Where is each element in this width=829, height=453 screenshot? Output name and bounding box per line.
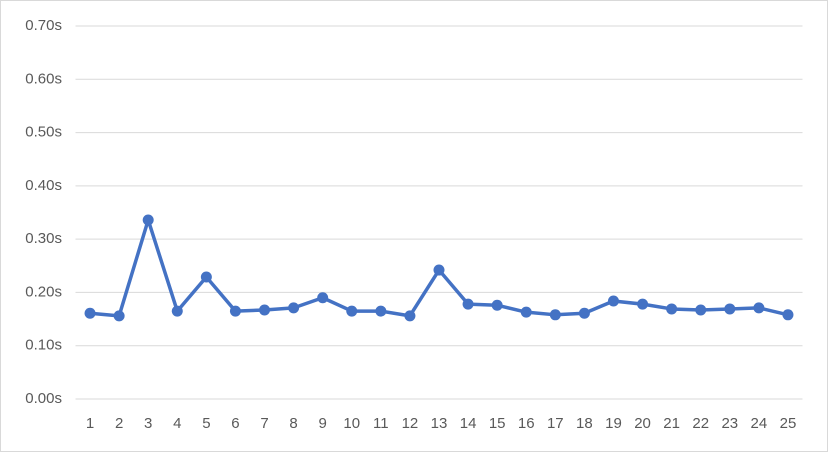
x-tick-label: 5 bbox=[202, 415, 210, 432]
point-marker bbox=[142, 214, 154, 226]
point-marker bbox=[695, 304, 707, 316]
point-marker bbox=[84, 307, 96, 319]
x-tick-label: 14 bbox=[460, 415, 477, 432]
x-tick-label: 12 bbox=[402, 415, 419, 432]
point-marker bbox=[288, 302, 300, 314]
x-tick-label: 2 bbox=[115, 415, 123, 432]
point-marker bbox=[724, 303, 736, 315]
x-tick-label: 13 bbox=[431, 415, 448, 432]
point-marker bbox=[404, 310, 416, 322]
x-tick-label: 24 bbox=[751, 415, 768, 432]
x-tick-label: 3 bbox=[144, 415, 152, 432]
y-tick-label: 0.70s bbox=[25, 17, 62, 34]
y-tick-label: 0.30s bbox=[25, 230, 62, 247]
x-tick-label: 9 bbox=[319, 415, 327, 432]
point-marker bbox=[200, 271, 212, 283]
y-tick-label: 0.00s bbox=[25, 390, 62, 407]
x-tick-label: 6 bbox=[231, 415, 239, 432]
point-marker bbox=[549, 309, 561, 321]
y-tick-label: 0.40s bbox=[25, 177, 62, 194]
point-marker bbox=[462, 298, 474, 310]
y-tick-label: 0.10s bbox=[25, 337, 62, 354]
point-marker bbox=[666, 303, 678, 315]
x-tick-label: 1 bbox=[86, 415, 94, 432]
point-marker bbox=[607, 295, 619, 307]
point-marker bbox=[113, 310, 125, 322]
x-tick-label: 20 bbox=[634, 415, 651, 432]
point-marker bbox=[259, 304, 271, 316]
point-marker bbox=[753, 302, 765, 314]
point-marker bbox=[346, 305, 358, 317]
x-tick-label: 25 bbox=[780, 415, 797, 432]
point-marker bbox=[578, 307, 590, 319]
x-tick-label: 21 bbox=[663, 415, 680, 432]
x-tick-label: 11 bbox=[373, 415, 389, 432]
point-marker bbox=[782, 309, 794, 321]
x-tick-label: 22 bbox=[692, 415, 709, 432]
point-marker bbox=[317, 292, 329, 304]
y-tick-label: 0.20s bbox=[25, 283, 62, 300]
y-tick-label: 0.60s bbox=[25, 70, 62, 87]
x-tick-label: 8 bbox=[289, 415, 297, 432]
y-tick-label: 0.50s bbox=[25, 124, 62, 141]
x-tick-label: 4 bbox=[173, 415, 181, 432]
point-marker bbox=[433, 264, 445, 276]
point-marker bbox=[637, 298, 649, 310]
point-marker bbox=[520, 306, 532, 318]
x-tick-label: 7 bbox=[260, 415, 268, 432]
x-tick-label: 15 bbox=[489, 415, 506, 432]
point-marker bbox=[171, 305, 183, 317]
x-tick-label: 16 bbox=[518, 415, 535, 432]
x-tick-label: 17 bbox=[547, 415, 564, 432]
x-tick-label: 19 bbox=[605, 415, 622, 432]
point-marker bbox=[229, 305, 241, 317]
x-tick-label: 18 bbox=[576, 415, 593, 432]
point-marker bbox=[375, 305, 387, 317]
x-tick-label: 10 bbox=[343, 415, 360, 432]
point-marker bbox=[491, 299, 503, 311]
x-tick-label: 23 bbox=[721, 415, 738, 432]
